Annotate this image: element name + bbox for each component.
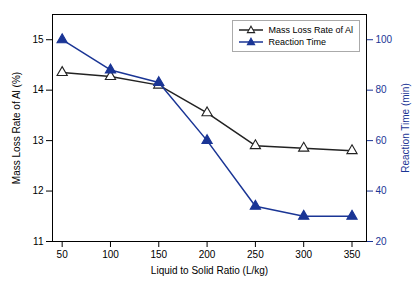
svg-text:350: 350 [344, 249, 361, 260]
svg-text:200: 200 [199, 249, 216, 260]
svg-text:50: 50 [57, 249, 69, 260]
svg-text:Reaction Time (min): Reaction Time (min) [400, 83, 411, 172]
svg-text:Mass Loss Rate of Al (%): Mass Loss Rate of Al (%) [11, 72, 22, 184]
svg-text:Liquid to Solid Ratio (L/kg): Liquid to Solid Ratio (L/kg) [151, 265, 268, 276]
svg-text:20: 20 [376, 236, 388, 247]
svg-text:15: 15 [32, 34, 44, 45]
svg-text:250: 250 [247, 249, 264, 260]
svg-text:100: 100 [102, 249, 119, 260]
svg-text:12: 12 [32, 185, 44, 196]
svg-text:100: 100 [376, 34, 393, 45]
html-text:Mass Loss Rate of Al: Mass Loss Rate of Al [268, 25, 353, 35]
svg-text:14: 14 [32, 84, 44, 95]
svg-text:13: 13 [32, 135, 44, 146]
svg-text:150: 150 [150, 249, 167, 260]
svg-text:11: 11 [33, 236, 44, 247]
html-text:Reaction Time: Reaction Time [268, 37, 326, 48]
svg-text:80: 80 [376, 84, 388, 95]
svg-text:300: 300 [295, 249, 312, 260]
svg-text:60: 60 [376, 135, 388, 146]
svg-text:40: 40 [376, 185, 388, 196]
